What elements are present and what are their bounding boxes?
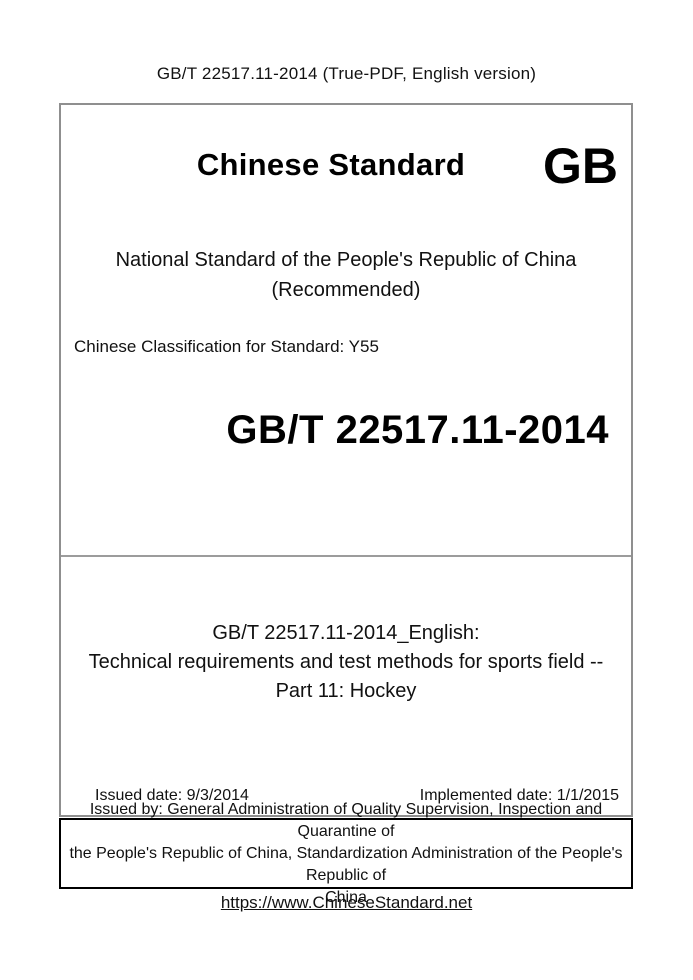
issuer-line-2: the People's Republic of China, Standard… <box>69 844 623 884</box>
document-title-line-2: Technical requirements and test methods … <box>88 651 604 673</box>
website-link[interactable]: https://www.ChineseStandard.net <box>220 893 473 912</box>
standard-number: GB/T 22517.11-2014 <box>226 408 609 452</box>
gb-logo: GB <box>543 138 618 194</box>
document-title-block: GB/T 22517.11-2014_English: Technical re… <box>61 619 631 706</box>
document-header-line: GB/T 22517.11-2014 (True-PDF, English ve… <box>156 64 537 83</box>
recommended-line: (Recommended) <box>271 279 421 301</box>
national-standard-block: National Standard of the People's Republ… <box>61 245 631 305</box>
document-title-line-3: Part 11: Hockey <box>275 680 417 702</box>
document-title-line-1: GB/T 22517.11-2014_English: <box>212 622 480 644</box>
implemented-date-label: Implemented date: 1/1/2015 <box>419 787 619 804</box>
chinese-standard-heading: Chinese Standard <box>196 147 466 182</box>
dates-row: Issued date: 9/3/2014 Implemented date: … <box>95 787 619 805</box>
issuer-line-3: China <box>325 888 367 906</box>
issued-date-label: Issued date: 9/3/2014 <box>95 787 249 804</box>
national-standard-line: National Standard of the People's Republ… <box>115 249 577 271</box>
cover-lower-section: GB/T 22517.11-2014_English: Technical re… <box>61 557 631 815</box>
classification-label: Chinese Classification for Standard: Y55 <box>74 337 379 356</box>
issuer-line-1: Issued by: General Administration of Qua… <box>89 800 603 840</box>
cover-upper-section: Chinese Standard GB National Standard of… <box>61 105 631 557</box>
issuer-box: Issued by: General Administration of Qua… <box>59 801 633 906</box>
cover-box: Chinese Standard GB National Standard of… <box>59 103 633 817</box>
footer-link-wrap: https://www.ChineseStandard.net <box>0 893 693 913</box>
